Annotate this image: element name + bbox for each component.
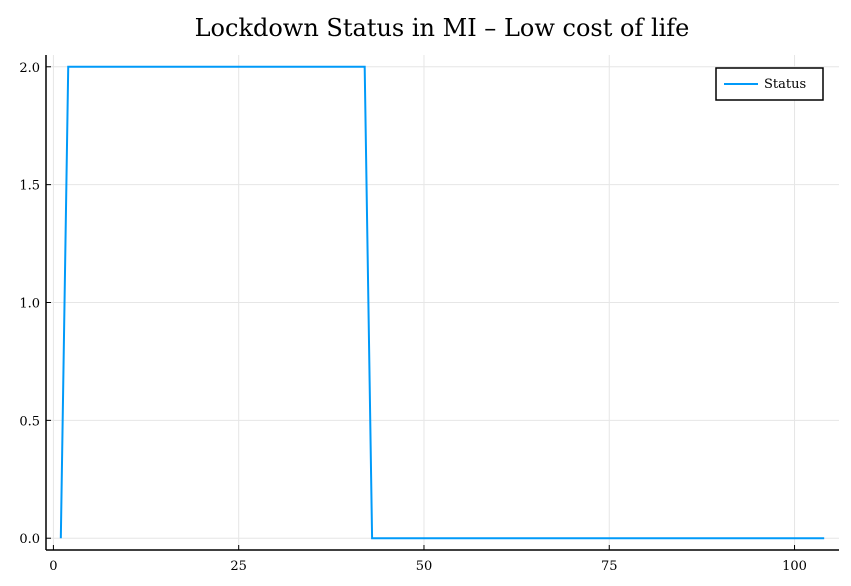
legend: Status: [715, 67, 824, 101]
x-tick-label: 25: [230, 559, 247, 574]
series-layer: [59, 65, 825, 540]
axes: 0 25 50 75 100 0.0 0.5 1.0 1.5 2.0: [19, 55, 839, 574]
x-tick-label: 100: [782, 559, 807, 574]
series-line-status: [59, 65, 825, 540]
y-tick-label: 1.0: [19, 297, 40, 312]
y-tick-label: 0.0: [19, 532, 40, 547]
y-tick-label: 2.0: [19, 61, 40, 76]
legend-label-status: Status: [764, 77, 806, 92]
grid: [46, 55, 839, 550]
x-tick-label: 75: [601, 559, 618, 574]
y-tick-label: 0.5: [19, 414, 40, 429]
y-tick-label: 1.5: [19, 179, 40, 194]
chart-title: Lockdown Status in MI – Low cost of life: [195, 14, 690, 42]
x-tick-label: 50: [416, 559, 433, 574]
x-tick-label: 0: [49, 559, 57, 574]
